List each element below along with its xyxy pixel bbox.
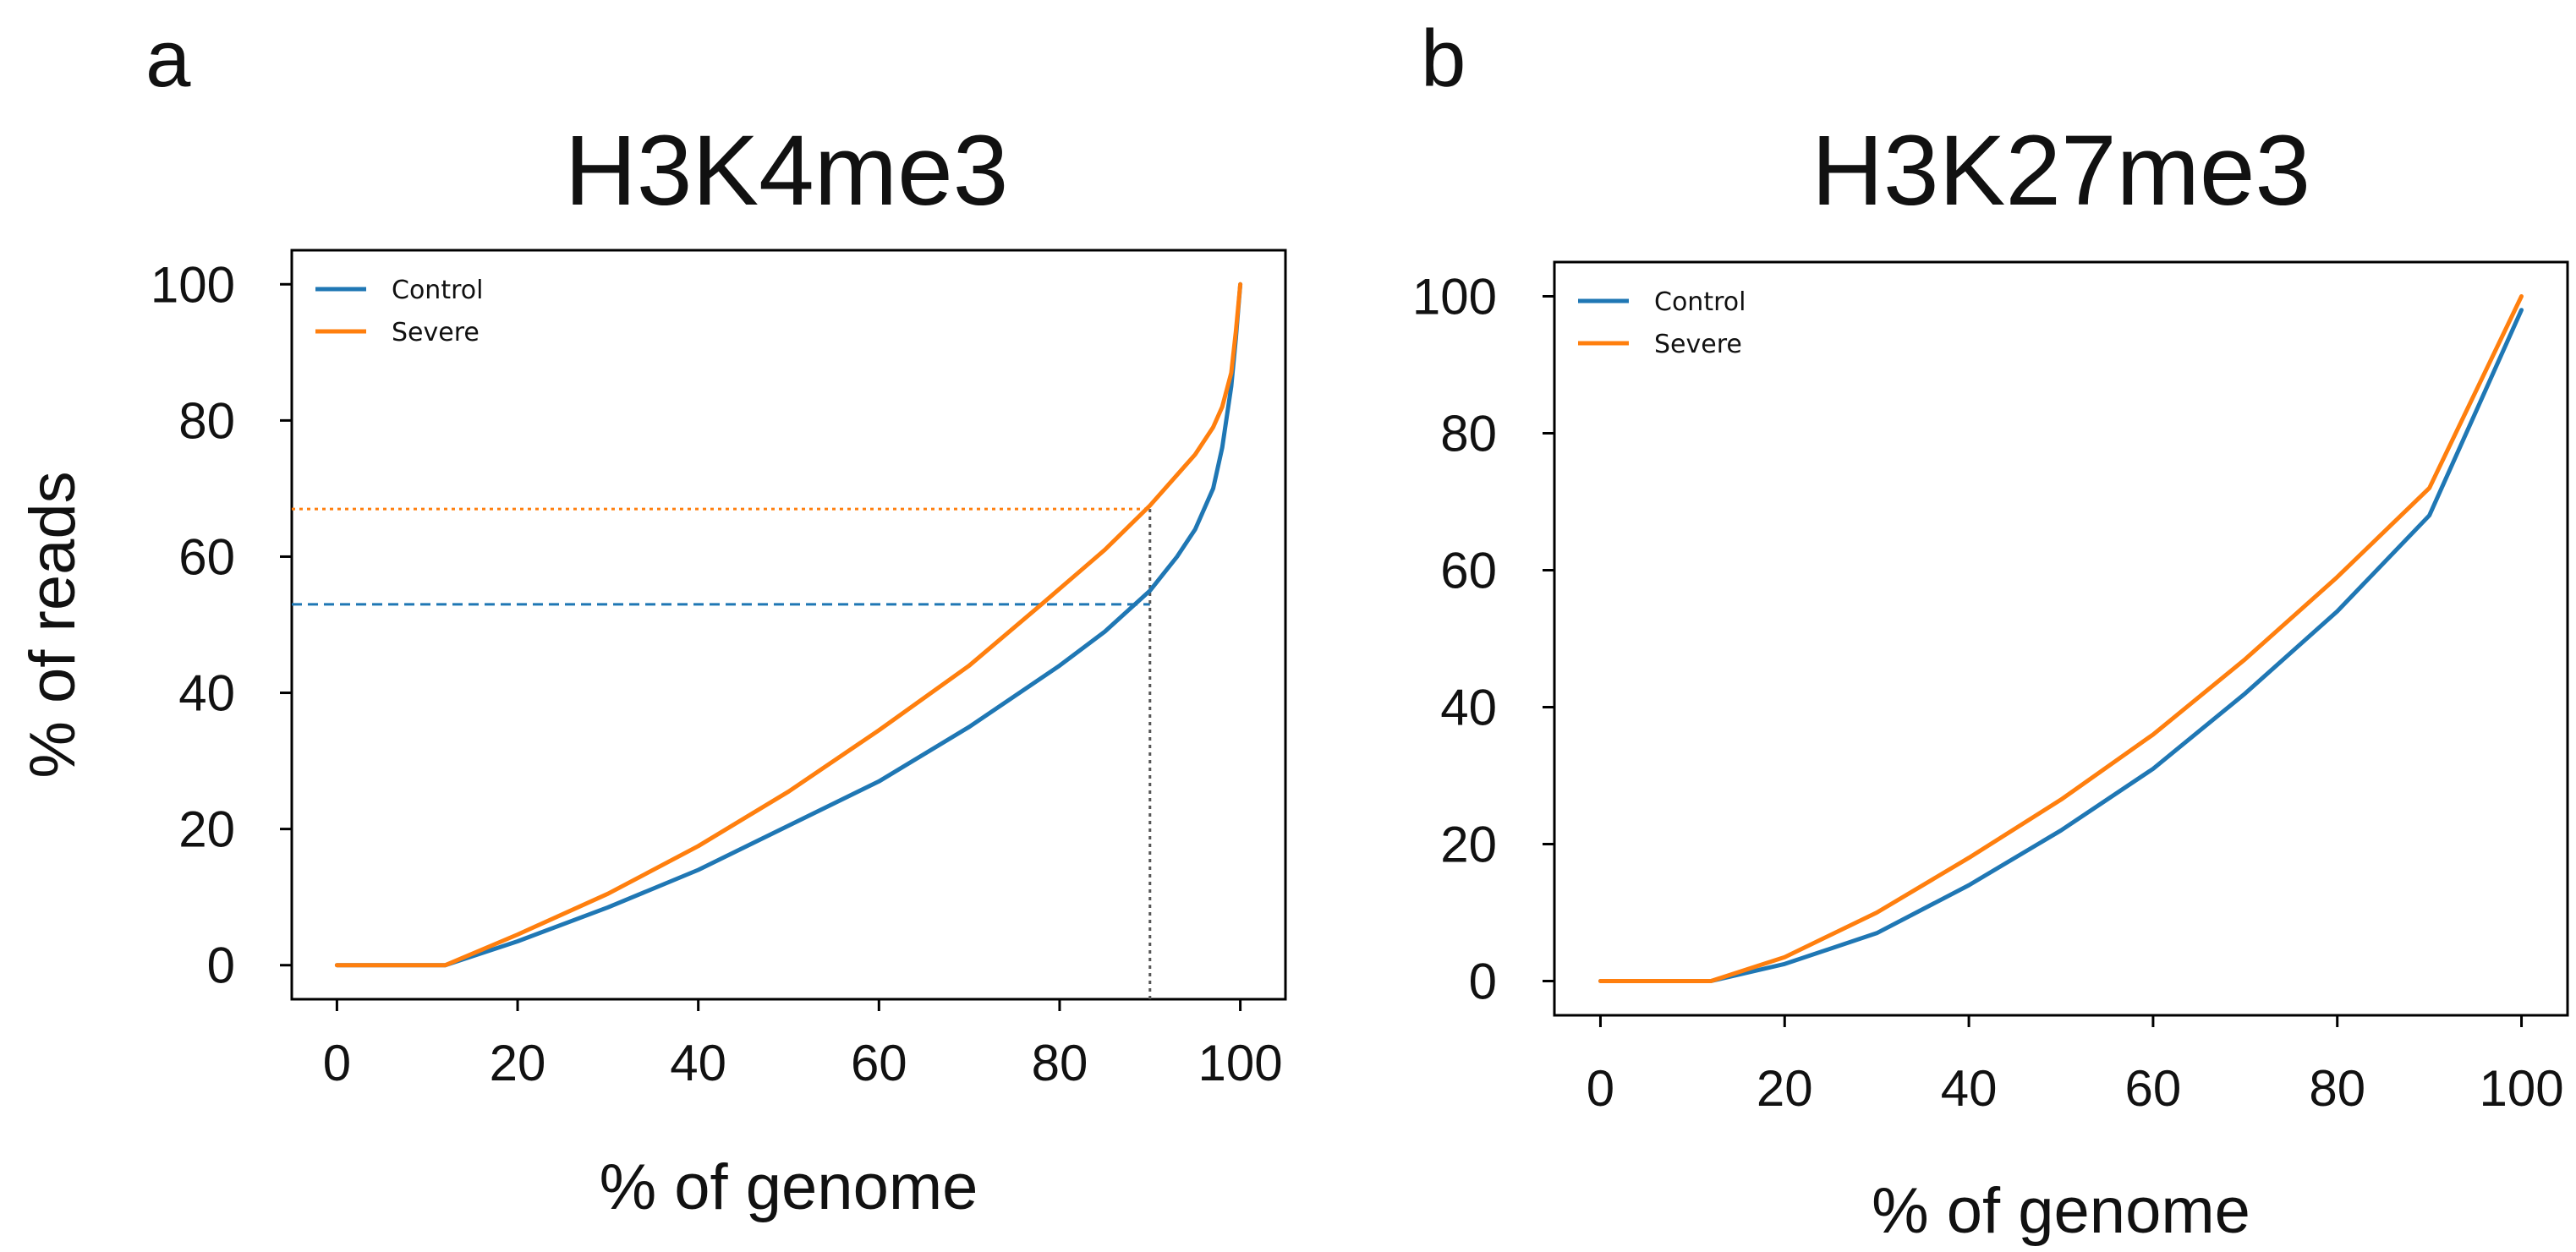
chart-title: H3K27me3 <box>1811 115 2310 227</box>
y-tick-label: 60 <box>1440 543 1497 599</box>
y-tick-label: 100 <box>151 256 235 313</box>
y-axis-label: % of reads <box>17 471 89 778</box>
x-tick-label: 0 <box>1587 1060 1614 1117</box>
y-tick-label: 80 <box>1440 406 1497 462</box>
x-tick-label: 100 <box>1198 1035 1283 1091</box>
x-tick-label: 40 <box>1941 1060 1998 1117</box>
legend-label-control: Control <box>1654 287 1746 317</box>
panel-letter: a <box>145 14 191 104</box>
y-tick-label: 0 <box>1469 954 1497 1010</box>
x-tick-label: 20 <box>490 1035 546 1091</box>
x-axis-label: % of genome <box>600 1151 978 1223</box>
x-tick-label: 80 <box>1032 1035 1088 1091</box>
x-tick-label: 80 <box>2309 1060 2365 1117</box>
y-tick-label: 60 <box>178 528 235 585</box>
chart-title: H3K4me3 <box>565 115 1009 227</box>
x-tick-label: 60 <box>851 1035 907 1091</box>
legend-label-severe: Severe <box>392 318 480 347</box>
series-line-severe <box>1598 294 2524 983</box>
x-tick-label: 100 <box>2479 1060 2563 1117</box>
y-tick-label: 80 <box>178 392 235 449</box>
panel-a: a H3K4me3 0 20 40 60 80 100 0 20 40 60 80 100 % of gen… <box>17 14 1287 1223</box>
legend-label-control: Control <box>392 276 483 305</box>
legend: Control Severe <box>1578 287 1746 359</box>
y-tick-label: 40 <box>178 665 235 722</box>
y-tick-label: 20 <box>1440 817 1497 873</box>
axes-frame <box>1553 260 2569 1017</box>
y-tick-label: 20 <box>178 801 235 858</box>
legend: Control Severe <box>315 276 483 347</box>
legend-label-severe: Severe <box>1654 330 1742 359</box>
series-line-control <box>1598 308 2524 983</box>
x-tick-label: 0 <box>323 1035 351 1091</box>
x-axis-label: % of genome <box>1872 1175 2250 1247</box>
series-line-control <box>334 282 1243 968</box>
x-tick-label: 40 <box>670 1035 726 1091</box>
x-tick-label: 20 <box>1757 1060 1813 1117</box>
y-tick-label: 100 <box>1412 269 1497 325</box>
x-tick-label: 60 <box>2125 1060 2182 1117</box>
y-tick-label: 0 <box>207 938 235 994</box>
panel-letter: b <box>1421 14 1466 104</box>
series-line-severe <box>334 282 1243 968</box>
axes-frame <box>290 249 1287 1001</box>
y-tick-label: 40 <box>1440 680 1497 736</box>
panel-b: b H3K27me3 0 20 40 60 80 100 0 20 40 60 80 100 % of ge… <box>1412 14 2569 1247</box>
